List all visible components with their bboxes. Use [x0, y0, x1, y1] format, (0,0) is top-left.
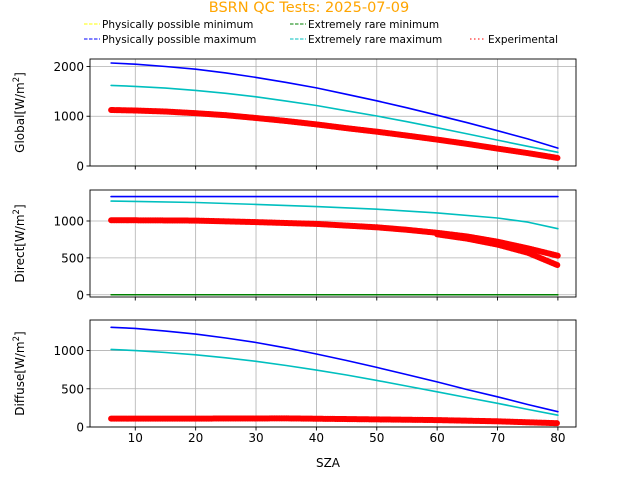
axes-frame	[89, 189, 577, 298]
chart-title: BSRN QC Tests: 2025-07-09	[209, 0, 409, 16]
y-axis-label: Global[W/m2]	[12, 72, 27, 153]
legend-label: Extremely rare minimum	[308, 19, 439, 31]
y-tick-label: 500	[61, 251, 84, 265]
legend-entry: Experimental	[470, 34, 558, 46]
legend: Physically possible minimum Physically po…	[84, 19, 558, 46]
y-tick-label: 1000	[53, 214, 84, 228]
legend-entry: Physically possible maximum	[84, 34, 256, 46]
legend-label: Experimental	[488, 34, 558, 46]
legend-label: Physically possible maximum	[102, 34, 256, 46]
panel-1: 0 1000 2000 Global[W/m2]	[12, 58, 577, 174]
axes-frame	[89, 58, 577, 167]
x-tick-label: 60	[430, 431, 445, 445]
x-tick-label: 20	[188, 431, 203, 445]
y-tick-label: 0	[76, 160, 84, 174]
y-tick-label: 1000	[53, 344, 84, 358]
series-group	[108, 195, 561, 296]
x-tick-label: 70	[490, 431, 505, 445]
legend-entry: Physically possible minimum	[84, 19, 253, 31]
x-tick-label: 10	[128, 431, 143, 445]
y-tick-label: 0	[76, 288, 84, 302]
x-tick-label: 30	[248, 431, 263, 445]
panel-3: 10 20 30 40 50 60 70 80 0 500 1000 Diffuse[W/m2]	[12, 319, 577, 445]
series-extremely-rare-maximum	[110, 348, 559, 416]
series-experimental	[434, 231, 561, 269]
y-tick-label: 1000	[53, 110, 84, 124]
series-experimental	[108, 107, 561, 161]
legend-label: Physically possible minimum	[102, 19, 253, 31]
y-tick-label: 500	[61, 382, 84, 396]
x-tick-label: 40	[309, 431, 324, 445]
series-extremely-rare-maximum	[110, 84, 559, 154]
x-tick-label: 80	[550, 431, 565, 445]
y-axis-label: Direct[W/m2]	[12, 204, 27, 282]
series-group	[108, 62, 561, 166]
legend-label: Extremely rare maximum	[308, 34, 442, 46]
y-tick-label: 2000	[53, 60, 84, 74]
panel-2: 0 500 1000 Direct[W/m2]	[12, 189, 577, 302]
series-group	[108, 326, 561, 427]
legend-entry: Extremely rare minimum	[290, 19, 439, 31]
series-experimental	[108, 415, 561, 427]
axes-frame	[89, 319, 577, 428]
legend-entry: Extremely rare maximum	[290, 34, 442, 46]
y-axis-label: Diffuse[W/m2]	[12, 331, 27, 415]
y-tick-label: 0	[76, 421, 84, 435]
panels: 010002000Global[W/m2]05001000Direct[W/m2…	[12, 58, 577, 445]
x-tick-label: 50	[369, 431, 384, 445]
series-extremely-rare-maximum	[110, 200, 559, 230]
x-axis-label: SZA	[316, 456, 341, 470]
series-physically-possible-maximum	[110, 326, 559, 413]
series-experimental	[108, 217, 561, 259]
series-physically-possible-maximum	[110, 62, 559, 149]
